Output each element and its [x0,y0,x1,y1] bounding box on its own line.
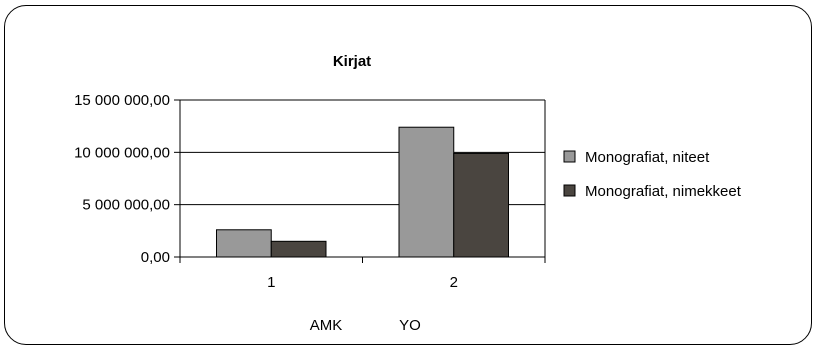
y-tick-label: 10 000 000,00 [74,144,170,161]
bar [398,126,455,258]
chart-title: Kirjat [333,53,371,70]
x-tick-label: 2 [450,274,458,291]
bar [216,229,272,258]
legend-label: Monografiat, nimekkeet [585,183,742,200]
legend-label: Monografiat, niteet [585,149,710,166]
category-note: YO [399,317,421,334]
bar [270,240,327,258]
x-tick-label: 1 [267,274,275,291]
legend-swatch [563,150,576,163]
bar [453,152,509,258]
category-note: AMK [310,317,343,334]
chart-frame [4,5,812,345]
y-tick-label: 0,00 [141,249,170,266]
legend-swatch [563,184,576,197]
y-tick-label: 5 000 000,00 [82,197,170,214]
y-tick-label: 15 000 000,00 [74,92,170,109]
